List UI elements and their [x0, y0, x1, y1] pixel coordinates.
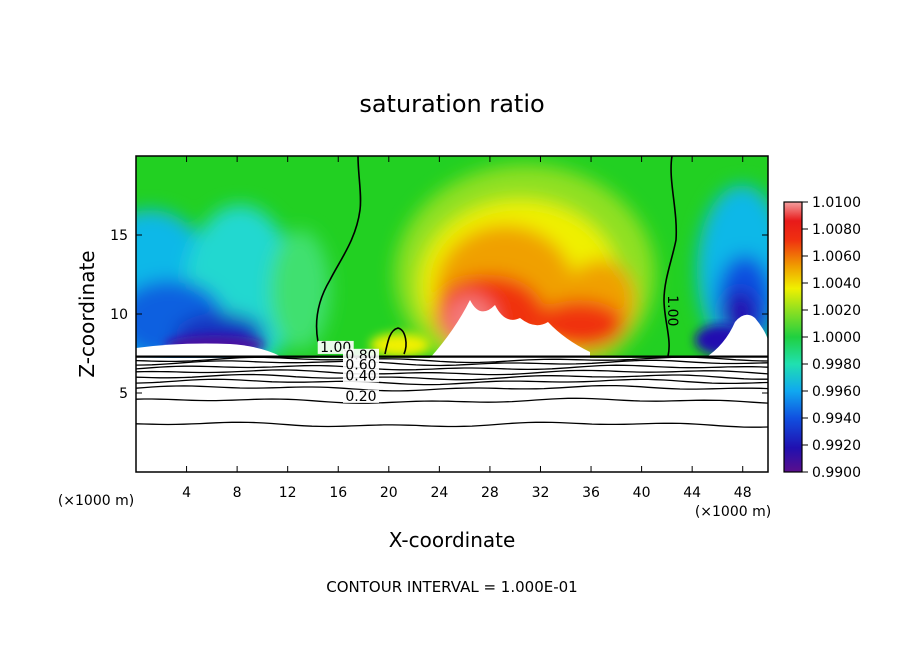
colorbar-tick-label: 0.9940	[812, 411, 861, 427]
x-tick-label: 32	[532, 485, 550, 501]
colorbar-tick-label: 1.0060	[812, 249, 861, 265]
x-tick-label: 20	[380, 485, 398, 501]
contour-label: 0.60	[345, 357, 376, 373]
chart-title: saturation ratio	[359, 90, 544, 118]
colorbar-tick-label: 0.9960	[812, 384, 861, 400]
x-tick-label: 12	[279, 485, 297, 501]
contour-lines-lower	[135, 355, 769, 428]
contour-label-bg	[342, 369, 379, 383]
contour-line	[135, 397, 769, 404]
y-tick-label: 5	[119, 386, 128, 402]
x-unit-right: (×1000 m)	[695, 504, 771, 520]
contour-label-bg	[342, 389, 379, 403]
colorbar-tick-label: 1.0100	[812, 195, 861, 211]
contour-line	[135, 378, 769, 386]
contour-line	[135, 421, 769, 428]
contour-labels: 1.001.000.800.600.400.20	[317, 295, 680, 405]
y-tick-label: 15	[110, 228, 128, 244]
colorbar-tick-label: 0.9920	[812, 438, 861, 454]
x-tick-label: 40	[633, 485, 651, 501]
x-tick-label: 16	[329, 485, 347, 501]
x-axis-label: X-coordinate	[389, 528, 516, 552]
contour-interval-note: CONTOUR INTERVAL = 1.000E-01	[326, 578, 577, 596]
colorbar-tick-label: 0.9980	[812, 357, 861, 373]
colorbar-tick-label: 1.0040	[812, 276, 861, 292]
contour-label-bg	[342, 358, 379, 372]
contour-line	[135, 369, 769, 376]
saturation-field	[136, 156, 768, 472]
colorbar: 1.0100 1.0080 1.0060 1.0040 1.0020 1.0000 0.99…	[783, 195, 861, 481]
x-tick-label: 48	[734, 485, 752, 501]
y-tick-label: 10	[110, 307, 128, 323]
x-tick-label: 24	[430, 485, 448, 501]
contour-line	[135, 364, 769, 371]
colorbar-tick-label: 1.0000	[812, 330, 861, 346]
x-tick-label: 4	[182, 485, 191, 501]
x-tick-label: 44	[683, 485, 701, 501]
contour-label: 0.20	[345, 389, 376, 405]
x-tick-label: 28	[481, 485, 499, 501]
contour-label: 1.00	[664, 295, 680, 326]
x-tick-label: 36	[582, 485, 600, 501]
y-axis-label: Z-coordinate	[75, 250, 99, 377]
x-axis: 4 8 12 16 20 24 28 32 36 40 44 48	[182, 156, 752, 501]
contour-lines-upper	[315, 156, 678, 357]
contour-label: 0.40	[345, 368, 376, 384]
colorbar-tick-label: 0.9900	[812, 465, 861, 481]
contour-line	[135, 359, 769, 367]
contour-line	[135, 373, 768, 381]
colorbar-tick-label: 1.0080	[812, 222, 861, 238]
x-unit-left: (×1000 m)	[58, 493, 134, 509]
colorbar-tick-label: 1.0020	[812, 303, 861, 319]
contour-line	[135, 384, 769, 392]
x-tick-label: 8	[233, 485, 242, 501]
y-axis: 5 10 15	[110, 228, 768, 402]
